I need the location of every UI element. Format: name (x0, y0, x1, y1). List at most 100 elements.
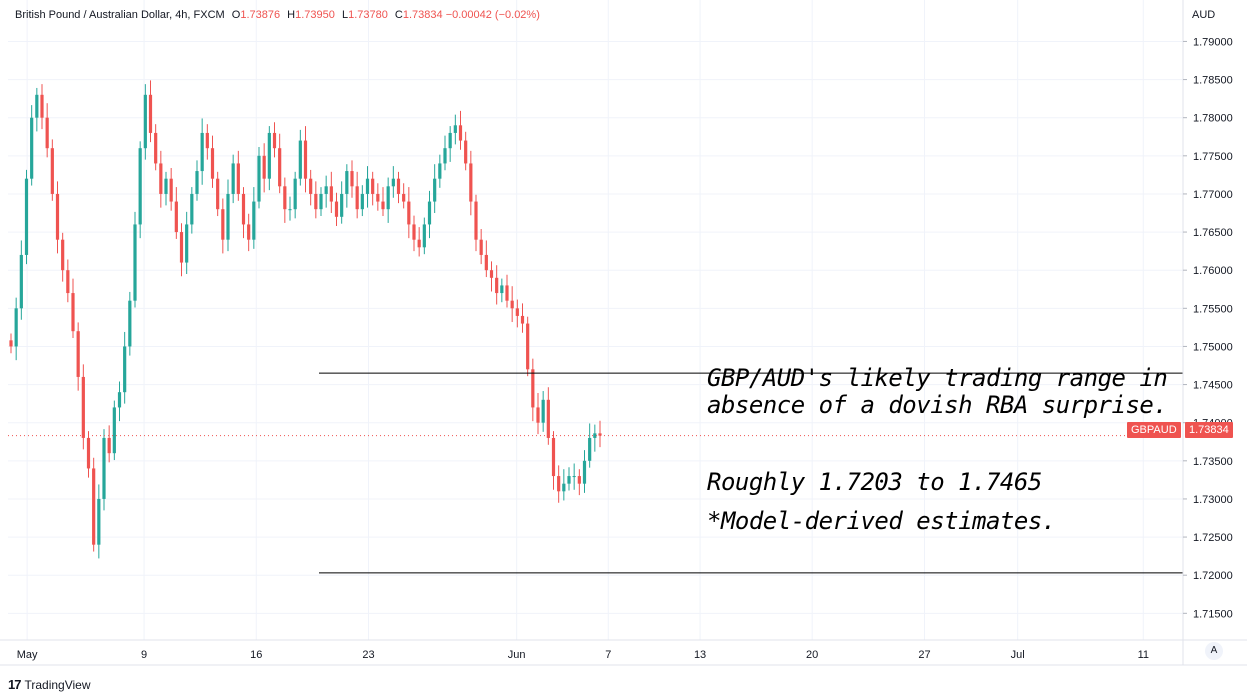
y-tick-label: 1.77500 (1193, 151, 1233, 163)
y-tick-label: 1.75500 (1193, 303, 1233, 315)
high-value: 1.73950 (295, 9, 335, 21)
candle-body (210, 148, 215, 179)
candle-body (598, 433, 602, 436)
candle-body (489, 270, 494, 278)
candle-body (19, 254, 23, 309)
symbol-tag: GBPAUD (1127, 422, 1181, 438)
candle-body (107, 437, 111, 454)
x-tick-label: 27 (918, 649, 930, 661)
candle-body (262, 155, 266, 179)
candle-body (557, 476, 561, 492)
candle-body (50, 148, 54, 194)
candle-body (117, 392, 122, 408)
candle-body (247, 224, 251, 240)
candle-body (66, 270, 70, 294)
candle-body (438, 163, 442, 179)
candle-body (360, 193, 364, 210)
candle-body (298, 140, 302, 179)
candle-body (495, 277, 499, 294)
time-axis[interactable]: May 9 16 23 Jun 7 13 20 27 Jul 11 (0, 639, 1247, 666)
x-tick-label: 23 (362, 649, 374, 661)
candle-body (267, 132, 271, 179)
candle-body (371, 178, 375, 194)
candle-body (138, 148, 142, 225)
y-tick-label: 1.78000 (1193, 113, 1233, 125)
candle-body (417, 239, 421, 248)
candle-body (402, 193, 406, 202)
candle-body (453, 125, 457, 133)
candle-body (92, 468, 96, 545)
candle-body (293, 178, 297, 210)
candle-body (526, 323, 530, 370)
y-tick-label: 1.72000 (1193, 570, 1233, 582)
candle-body (427, 201, 432, 225)
candle-body (241, 193, 246, 225)
y-tick-label: 1.77000 (1193, 189, 1233, 201)
candle-body (231, 163, 235, 194)
candle-body (148, 94, 153, 133)
candle-body (76, 331, 80, 377)
candle-body (86, 437, 91, 469)
candle-body (324, 186, 328, 194)
candle-body (340, 193, 344, 217)
candle-body (582, 460, 587, 484)
x-tick-label: May (17, 649, 38, 661)
y-tick-label: 1.78500 (1193, 75, 1233, 87)
brand-name: TradingView (24, 677, 91, 692)
candle-body (71, 293, 75, 332)
candle-body (102, 437, 106, 499)
annotation-line-3: Roughly 1.7203 to 1.7465 (707, 468, 1042, 496)
candle-body (381, 201, 385, 210)
candle-body (236, 163, 240, 194)
candle-body (283, 186, 287, 210)
candle-body (422, 224, 426, 248)
currency-label: AUD (1192, 9, 1216, 21)
candle-body (484, 254, 488, 271)
x-tick-label: 16 (250, 649, 262, 661)
candle-body (133, 224, 137, 301)
grid (8, 0, 1183, 640)
high-label: H (287, 9, 296, 21)
close-label: C (394, 9, 403, 21)
candle-body (55, 193, 60, 240)
y-tick-label: 1.73000 (1193, 494, 1233, 506)
y-tick-label: 1.79000 (1193, 36, 1233, 48)
candle-body (329, 186, 333, 202)
candle-body (376, 193, 380, 202)
candle-body (61, 239, 65, 271)
tradingview-logo[interactable]: 17 TradingView (8, 677, 91, 692)
candle-body (345, 171, 349, 194)
price-axis[interactable]: 1.79000 1.78500 1.78000 1.77500 1.77000 1.765… (1182, 0, 1233, 665)
candle-body (216, 178, 220, 210)
candle-body (567, 476, 571, 484)
x-tick-label: 11 (1138, 649, 1149, 661)
candle-body (179, 232, 184, 263)
x-tick-label: 13 (694, 649, 706, 661)
x-tick-label: 20 (806, 649, 818, 661)
last-price-tag: 1.73834 (1185, 422, 1233, 438)
candle-body (226, 193, 230, 240)
candle-body (24, 178, 29, 255)
candle-body (112, 407, 116, 454)
candles (9, 80, 602, 559)
x-tick-label: 9 (141, 649, 147, 661)
candle-body (593, 433, 597, 438)
candle-body (123, 346, 127, 393)
candle-body (365, 178, 370, 194)
candle-body (572, 476, 576, 478)
candle-body (169, 178, 173, 202)
annotation-line-1: GBP/AUD's likely trading range in (707, 364, 1168, 392)
candle-body (588, 437, 592, 461)
auto-scale-button[interactable]: A (1205, 642, 1223, 660)
candle-body (407, 201, 411, 225)
candle-body (164, 178, 168, 194)
y-tick-label: 1.72500 (1193, 532, 1233, 544)
low-label: L (341, 9, 349, 21)
candle-body (355, 186, 359, 210)
annotation-line-2: absence of a dovish RBA surprise. (707, 391, 1168, 419)
candle-body (9, 340, 13, 347)
y-tick-label: 1.76500 (1193, 227, 1233, 239)
candle-body (190, 193, 194, 225)
candle-body (479, 239, 483, 255)
